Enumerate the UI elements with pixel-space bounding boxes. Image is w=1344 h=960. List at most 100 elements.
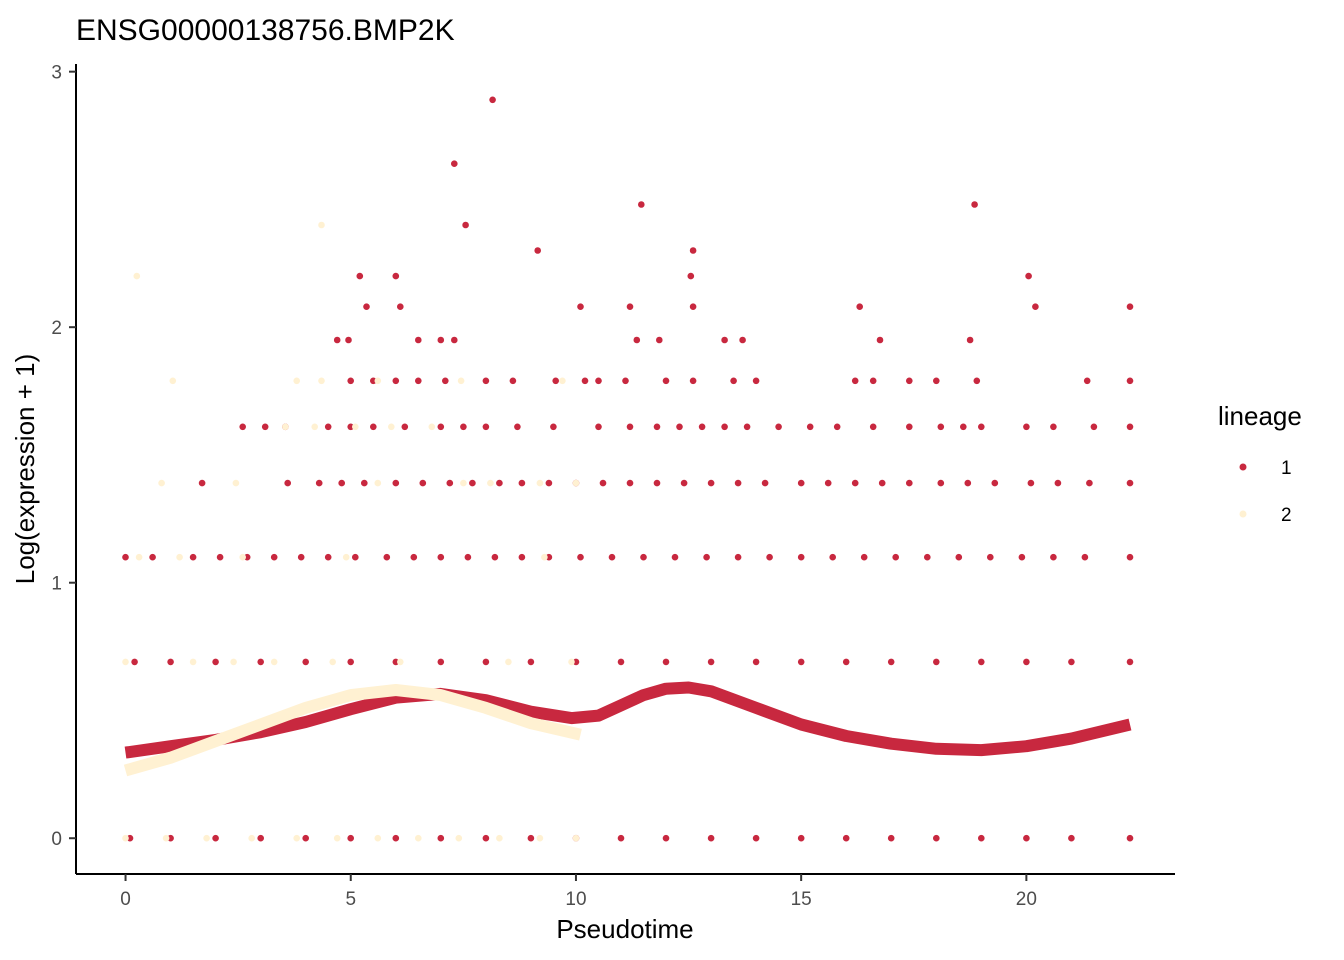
point-lineage-1-50: [1083, 377, 1091, 385]
point-lineage-1-73: [833, 423, 841, 431]
point-lineage-1-94: [545, 479, 553, 487]
point-lineage-1-88: [392, 479, 400, 487]
point-lineage-1-8: [392, 272, 400, 280]
curves-layer: [123, 681, 1132, 777]
x-axis-label: Pseudotime: [556, 914, 693, 944]
point-lineage-1-116: [149, 553, 156, 561]
point-lineage-1-61: [482, 423, 490, 431]
point-lineage-1-25: [656, 336, 663, 344]
point-lineage-1-178: [392, 834, 400, 842]
point-lineage-1-19: [333, 336, 341, 344]
point-lineage-1-153: [302, 658, 310, 666]
point-lineage-1-42: [689, 377, 697, 385]
point-lineage-1-147: [1081, 553, 1089, 561]
point-lineage-1-152: [257, 658, 265, 666]
point-lineage-1-30: [347, 377, 355, 385]
legend: lineage 1 2: [1218, 401, 1302, 526]
point-lineage-2-39: [374, 834, 382, 842]
point-lineage-2-15: [374, 479, 382, 487]
point-lineage-1-56: [347, 423, 355, 431]
point-lineage-1-158: [527, 658, 535, 666]
points-layer: [122, 96, 1134, 842]
legend-key-2: [1239, 510, 1247, 518]
point-lineage-2-16: [460, 479, 467, 487]
point-lineage-1-141: [892, 553, 899, 561]
point-lineage-1-20: [345, 336, 352, 344]
point-lineage-1-134: [671, 553, 679, 561]
point-lineage-1-106: [878, 479, 886, 487]
point-lineage-1-78: [978, 423, 985, 431]
point-lineage-1-126: [437, 553, 445, 561]
point-lineage-1-187: [797, 834, 805, 842]
point-lineage-1-138: [797, 553, 805, 561]
point-lineage-1-79: [1023, 423, 1030, 431]
x-ticks: 0 5 10 15 20: [120, 874, 1037, 910]
point-lineage-1-75: [906, 423, 913, 431]
point-lineage-1-181: [527, 834, 535, 842]
point-lineage-2-0: [133, 272, 141, 280]
point-lineage-1-170: [1068, 658, 1075, 666]
point-lineage-1-190: [933, 834, 940, 842]
point-lineage-1-186: [752, 834, 760, 842]
point-lineage-1-101: [734, 479, 742, 487]
point-lineage-1-4: [971, 201, 978, 208]
point-lineage-1-26: [721, 336, 728, 344]
point-lineage-2-37: [293, 834, 301, 842]
point-lineage-1-164: [797, 658, 805, 666]
point-lineage-2-24: [541, 553, 548, 561]
point-lineage-2-44: [572, 834, 580, 842]
point-lineage-2-35: [203, 834, 210, 842]
point-lineage-1-117: [189, 553, 197, 561]
legend-label-1: 1: [1281, 458, 1292, 479]
point-lineage-1-64: [595, 423, 602, 431]
point-lineage-1-169: [1023, 658, 1030, 666]
point-lineage-1-102: [761, 479, 769, 487]
x-tick-label-0: 0: [120, 889, 131, 910]
point-lineage-1-60: [460, 423, 467, 431]
point-lineage-1-113: [1086, 479, 1093, 487]
point-lineage-1-1: [489, 96, 496, 104]
point-lineage-1-183: [617, 834, 625, 842]
point-lineage-1-109: [964, 479, 972, 487]
x-tick-label-2: 10: [565, 889, 586, 910]
point-lineage-1-163: [752, 658, 760, 666]
point-lineage-1-98: [653, 479, 661, 487]
point-lineage-1-3: [638, 201, 645, 208]
point-lineage-1-18: [1126, 303, 1134, 311]
point-lineage-1-68: [698, 423, 706, 431]
point-lineage-1-149: [131, 658, 138, 666]
point-lineage-1-28: [876, 336, 884, 344]
legend-title: lineage: [1218, 401, 1302, 431]
point-lineage-2-4: [293, 377, 301, 385]
point-lineage-1-131: [577, 553, 584, 561]
point-lineage-1-53: [261, 423, 269, 431]
point-lineage-1-13: [577, 303, 584, 311]
point-lineage-1-125: [410, 553, 418, 561]
point-lineage-1-74: [869, 423, 877, 431]
point-lineage-1-167: [933, 658, 940, 666]
point-lineage-1-160: [617, 658, 625, 666]
point-lineage-2-17: [487, 479, 494, 487]
point-lineage-2-38: [333, 834, 341, 842]
point-lineage-1-120: [270, 553, 278, 561]
point-lineage-1-97: [626, 479, 634, 487]
point-lineage-1-144: [987, 553, 994, 561]
point-lineage-1-139: [829, 553, 836, 561]
point-lineage-1-41: [662, 377, 670, 385]
point-lineage-1-86: [338, 479, 346, 487]
point-lineage-1-99: [680, 479, 688, 487]
point-lineage-1-37: [552, 377, 559, 385]
point-lineage-2-11: [388, 423, 395, 431]
point-lineage-1-121: [297, 553, 305, 561]
point-lineage-2-42: [496, 834, 503, 842]
point-lineage-1-177: [347, 834, 355, 842]
x-tick-label-3: 15: [791, 889, 812, 910]
point-lineage-1-154: [347, 658, 355, 666]
point-lineage-1-136: [734, 553, 742, 561]
point-lineage-1-39: [595, 377, 602, 385]
point-lineage-1-174: [212, 834, 219, 842]
point-lineage-1-87: [361, 479, 368, 487]
y-tick-label-3: 3: [51, 63, 62, 84]
point-lineage-1-180: [482, 834, 490, 842]
point-lineage-1-76: [937, 423, 945, 431]
